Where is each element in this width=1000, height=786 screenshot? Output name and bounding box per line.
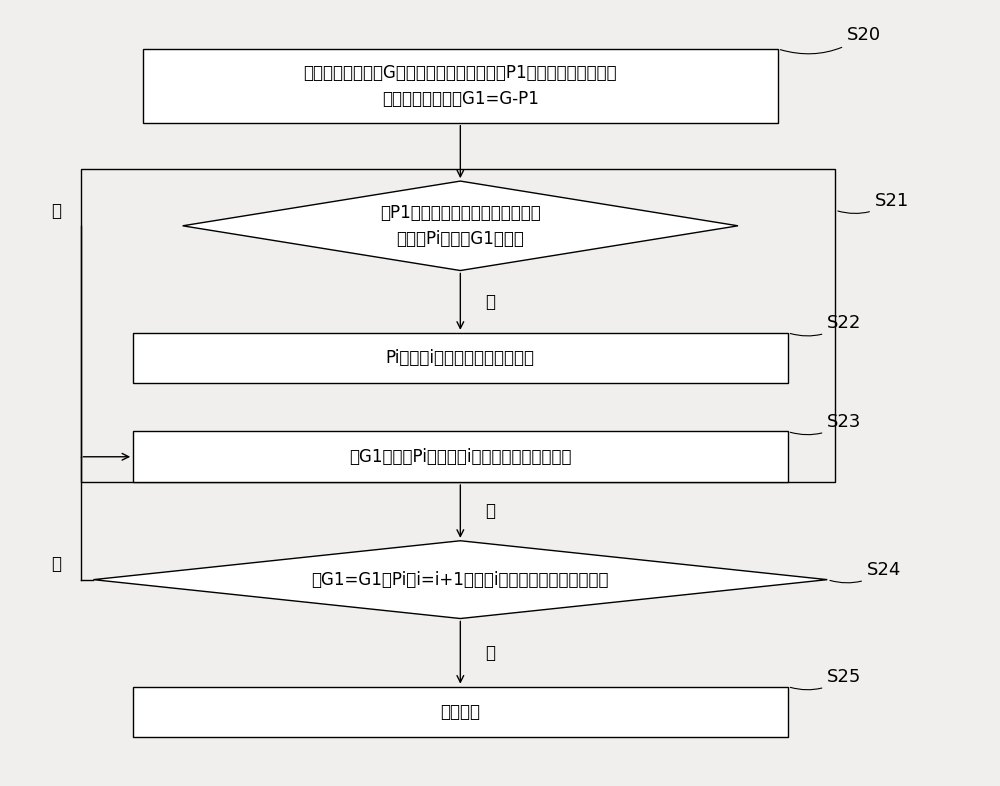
FancyBboxPatch shape <box>133 332 788 384</box>
Text: 令G1=G1－Pi，i=i+1，判断i是否等于发射天线的个数: 令G1=G1－Pi，i=i+1，判断i是否等于发射天线的个数 <box>312 571 609 589</box>
Text: S21: S21 <box>838 192 909 214</box>
Text: 否: 否 <box>51 556 61 574</box>
Text: 对P1进行循环移位，并判断移位后
得到的Pi是否为G1的子集: 对P1进行循环移位，并判断移位后 得到的Pi是否为G1的子集 <box>380 204 541 248</box>
FancyBboxPatch shape <box>133 432 788 482</box>
Text: 否: 否 <box>51 201 61 219</box>
Text: 从可用子载波集合G中选取第一优化导频排布P1，作为第一根发射天
线的导频排布，令G1=G-P1: 从可用子载波集合G中选取第一优化导频排布P1，作为第一根发射天 线的导频排布，令… <box>304 64 617 108</box>
Text: S23: S23 <box>790 413 862 435</box>
Polygon shape <box>93 541 827 619</box>
Text: 流程结束: 流程结束 <box>440 703 480 721</box>
Polygon shape <box>183 181 738 270</box>
FancyBboxPatch shape <box>133 686 788 737</box>
Text: S22: S22 <box>790 314 862 336</box>
FancyBboxPatch shape <box>143 49 778 123</box>
Text: 是: 是 <box>485 502 495 520</box>
Text: S24: S24 <box>830 561 901 583</box>
Text: S25: S25 <box>790 668 862 690</box>
Text: S20: S20 <box>780 26 881 53</box>
Text: Pi作为第i根发射天线的导频排布: Pi作为第i根发射天线的导频排布 <box>386 349 535 367</box>
Text: 在G1中选取Pi，作为第i根发射天线的导频排布: 在G1中选取Pi，作为第i根发射天线的导频排布 <box>349 448 572 466</box>
Text: 是: 是 <box>485 644 495 662</box>
Text: 是: 是 <box>485 292 495 310</box>
